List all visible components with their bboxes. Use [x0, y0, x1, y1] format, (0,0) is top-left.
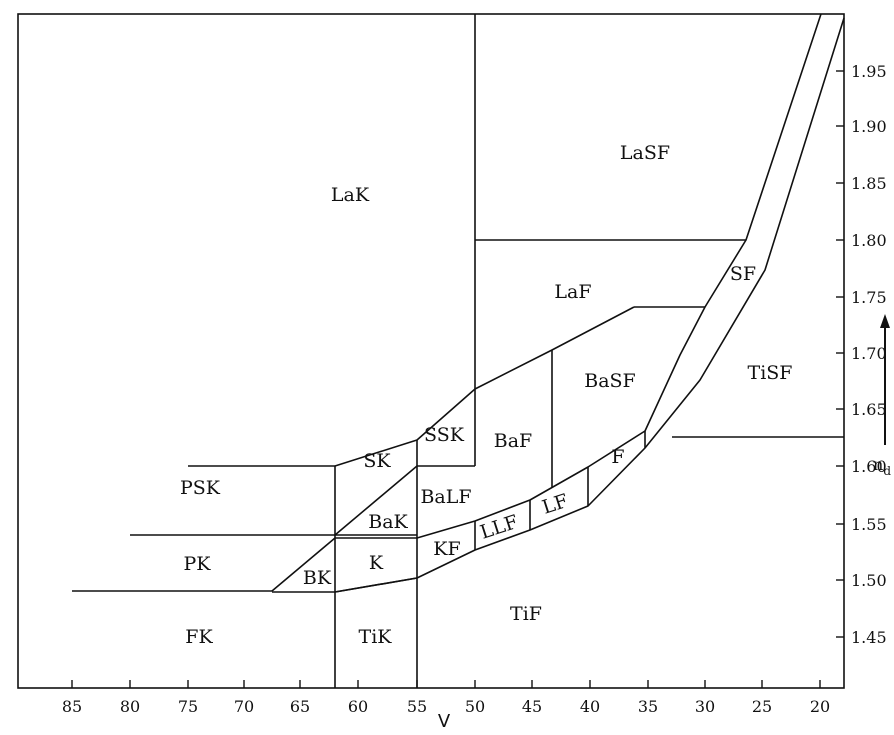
boundary-bk: [271, 537, 336, 592]
y-tick-label: 1.70: [851, 344, 887, 363]
x-tick-label: 40: [580, 697, 600, 716]
y-tick-label: 1.75: [851, 288, 887, 307]
region-label-laf: LaF: [554, 281, 591, 303]
region-label-bk: BK: [303, 567, 332, 589]
boundary-sk-bak: [334, 465, 418, 536]
y-tick-label: 1.80: [851, 231, 887, 250]
x-tick-label: 25: [752, 697, 772, 716]
region-label-llf: LLF: [477, 511, 520, 544]
x-tick-label: 55: [407, 697, 427, 716]
region-label-tif: TiF: [510, 603, 542, 625]
y-tick-label: 1.90: [851, 117, 887, 136]
region-label-pk: PK: [184, 553, 212, 575]
region-label-k: K: [369, 552, 384, 574]
y-tick-label: 1.95: [851, 62, 887, 81]
y-tick-label: 1.65: [851, 400, 887, 419]
y-tick-label: 1.45: [851, 628, 887, 647]
region-label-kf: KF: [433, 538, 460, 560]
x-tick-label: 45: [522, 697, 542, 716]
boundary-upper-envelope: [334, 306, 635, 467]
x-tick-label: 65: [290, 697, 310, 716]
region-label-lak: LaK: [331, 184, 370, 206]
region-boundaries: [72, 13, 845, 688]
region-labels: LaK LaSF LaF BaSF SF TiSF PSK SK SSK BaF…: [180, 142, 792, 648]
y-axis-arrowhead: [880, 314, 890, 328]
x-axis: 85 80 75 70 65 60 55 50 45 40 35 30 25 2…: [62, 680, 830, 732]
boundary-sf-left: [335, 13, 822, 539]
boundary-k-bottom: [334, 577, 418, 593]
region-label-bak: BaK: [368, 511, 408, 533]
region-label-tik: TiK: [359, 626, 393, 648]
x-tick-label: 50: [465, 697, 485, 716]
region-label-basf: BaSF: [584, 370, 636, 392]
y-axis: 1.95 1.90 1.85 1.80 1.75 1.70 1.65 1.60 …: [836, 62, 891, 647]
x-axis-label: V: [438, 711, 451, 732]
x-tick-label: 80: [120, 697, 140, 716]
region-label-sk: SK: [363, 450, 391, 472]
y-tick-label: 1.60: [851, 457, 887, 476]
region-label-sf: SF: [730, 263, 756, 285]
region-label-balf: BaLF: [420, 486, 471, 508]
region-label-ssk: SSK: [424, 424, 465, 446]
x-tick-label: 85: [62, 697, 82, 716]
x-tick-label: 20: [810, 697, 830, 716]
x-tick-label: 30: [695, 697, 715, 716]
y-tick-label: 1.50: [851, 571, 887, 590]
region-label-fk: FK: [185, 626, 213, 648]
y-tick-label: 1.55: [851, 515, 887, 534]
y-axis-label: nd: [873, 455, 891, 478]
region-label-psk: PSK: [180, 477, 221, 499]
x-tick-label: 70: [234, 697, 254, 716]
region-label-baf: BaF: [494, 430, 532, 452]
region-label-lasf: LaSF: [620, 142, 670, 164]
region-label-f: F: [611, 446, 624, 468]
plot-frame: [17, 13, 845, 689]
x-tick-label: 35: [638, 697, 658, 716]
x-tick-label: 75: [178, 697, 198, 716]
x-tick-label: 60: [348, 697, 368, 716]
region-label-tisf: TiSF: [748, 362, 793, 384]
y-tick-label: 1.85: [851, 174, 887, 193]
